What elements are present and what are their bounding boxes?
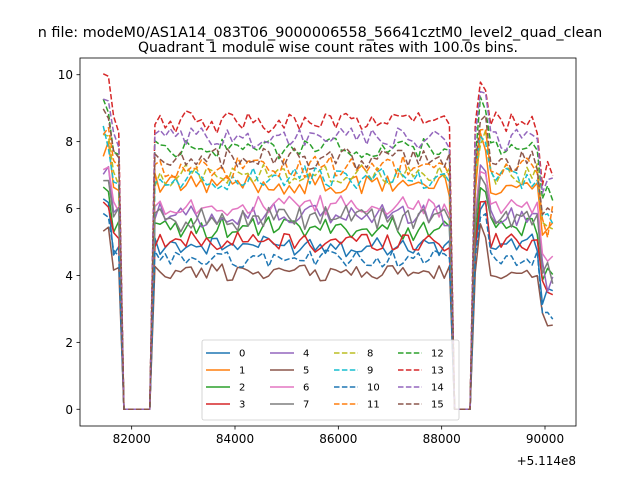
- legend-label-10: 10: [367, 383, 380, 394]
- series-line-14: [103, 90, 553, 411]
- series-lines: [102, 73, 554, 411]
- legend-label-6: 6: [303, 383, 309, 394]
- series-line-12: [102, 96, 554, 411]
- chart-title: Quadrant 1 module wise count rates with …: [138, 40, 518, 56]
- series-line-6: [102, 166, 554, 411]
- legend-label-14: 14: [431, 383, 444, 394]
- legend-label-4: 4: [303, 349, 309, 360]
- legend-label-5: 5: [303, 366, 309, 377]
- legend-label-3: 3: [239, 400, 245, 411]
- y-tick-label: 10: [58, 68, 73, 82]
- x-axis-ticks: 82000 84000 86000 88000 90000: [113, 426, 564, 446]
- x-tick-label: 88000: [423, 432, 461, 446]
- figure-suptitle: n file: modeM0/AS1A14_083T06_9000006558_…: [38, 25, 603, 41]
- series-line-3: [102, 200, 554, 411]
- legend-label-8: 8: [367, 349, 373, 360]
- y-tick-label: 4: [65, 269, 73, 283]
- legend-label-7: 7: [303, 400, 309, 411]
- legend-frame: [201, 339, 460, 421]
- y-axis-ticks: 0 2 4 6 8 10: [58, 68, 80, 417]
- legend-label-13: 13: [431, 366, 444, 377]
- legend-label-12: 12: [431, 349, 444, 360]
- series-line-7: [103, 175, 554, 411]
- series-line-10: [102, 212, 554, 411]
- x-tick-label: 86000: [319, 432, 357, 446]
- series-line-9: [102, 125, 554, 411]
- legend-label-2: 2: [239, 383, 245, 394]
- series-line-2: [102, 186, 554, 411]
- y-tick-label: 0: [65, 403, 73, 417]
- legend-label-9: 9: [367, 366, 373, 377]
- y-tick-label: 2: [65, 336, 73, 350]
- legend-label-11: 11: [367, 400, 380, 411]
- legend-label-0: 0: [239, 349, 245, 360]
- x-tick-label: 90000: [526, 432, 564, 446]
- series-line-5: [102, 223, 553, 411]
- x-tick-label: 82000: [113, 432, 151, 446]
- legend-label-1: 1: [239, 366, 245, 377]
- y-tick-label: 6: [65, 202, 73, 216]
- x-axis-offset-label: +5.114e8: [517, 454, 576, 468]
- y-tick-label: 8: [65, 135, 73, 149]
- series-line-0: [102, 198, 554, 411]
- legend-label-15: 15: [431, 400, 444, 411]
- series-line-13: [102, 73, 554, 411]
- series-line-15: [102, 108, 554, 411]
- x-tick-label: 84000: [216, 432, 254, 446]
- series-line-8: [103, 129, 554, 411]
- axes-frame: [79, 57, 577, 427]
- series-line-11: [102, 126, 554, 411]
